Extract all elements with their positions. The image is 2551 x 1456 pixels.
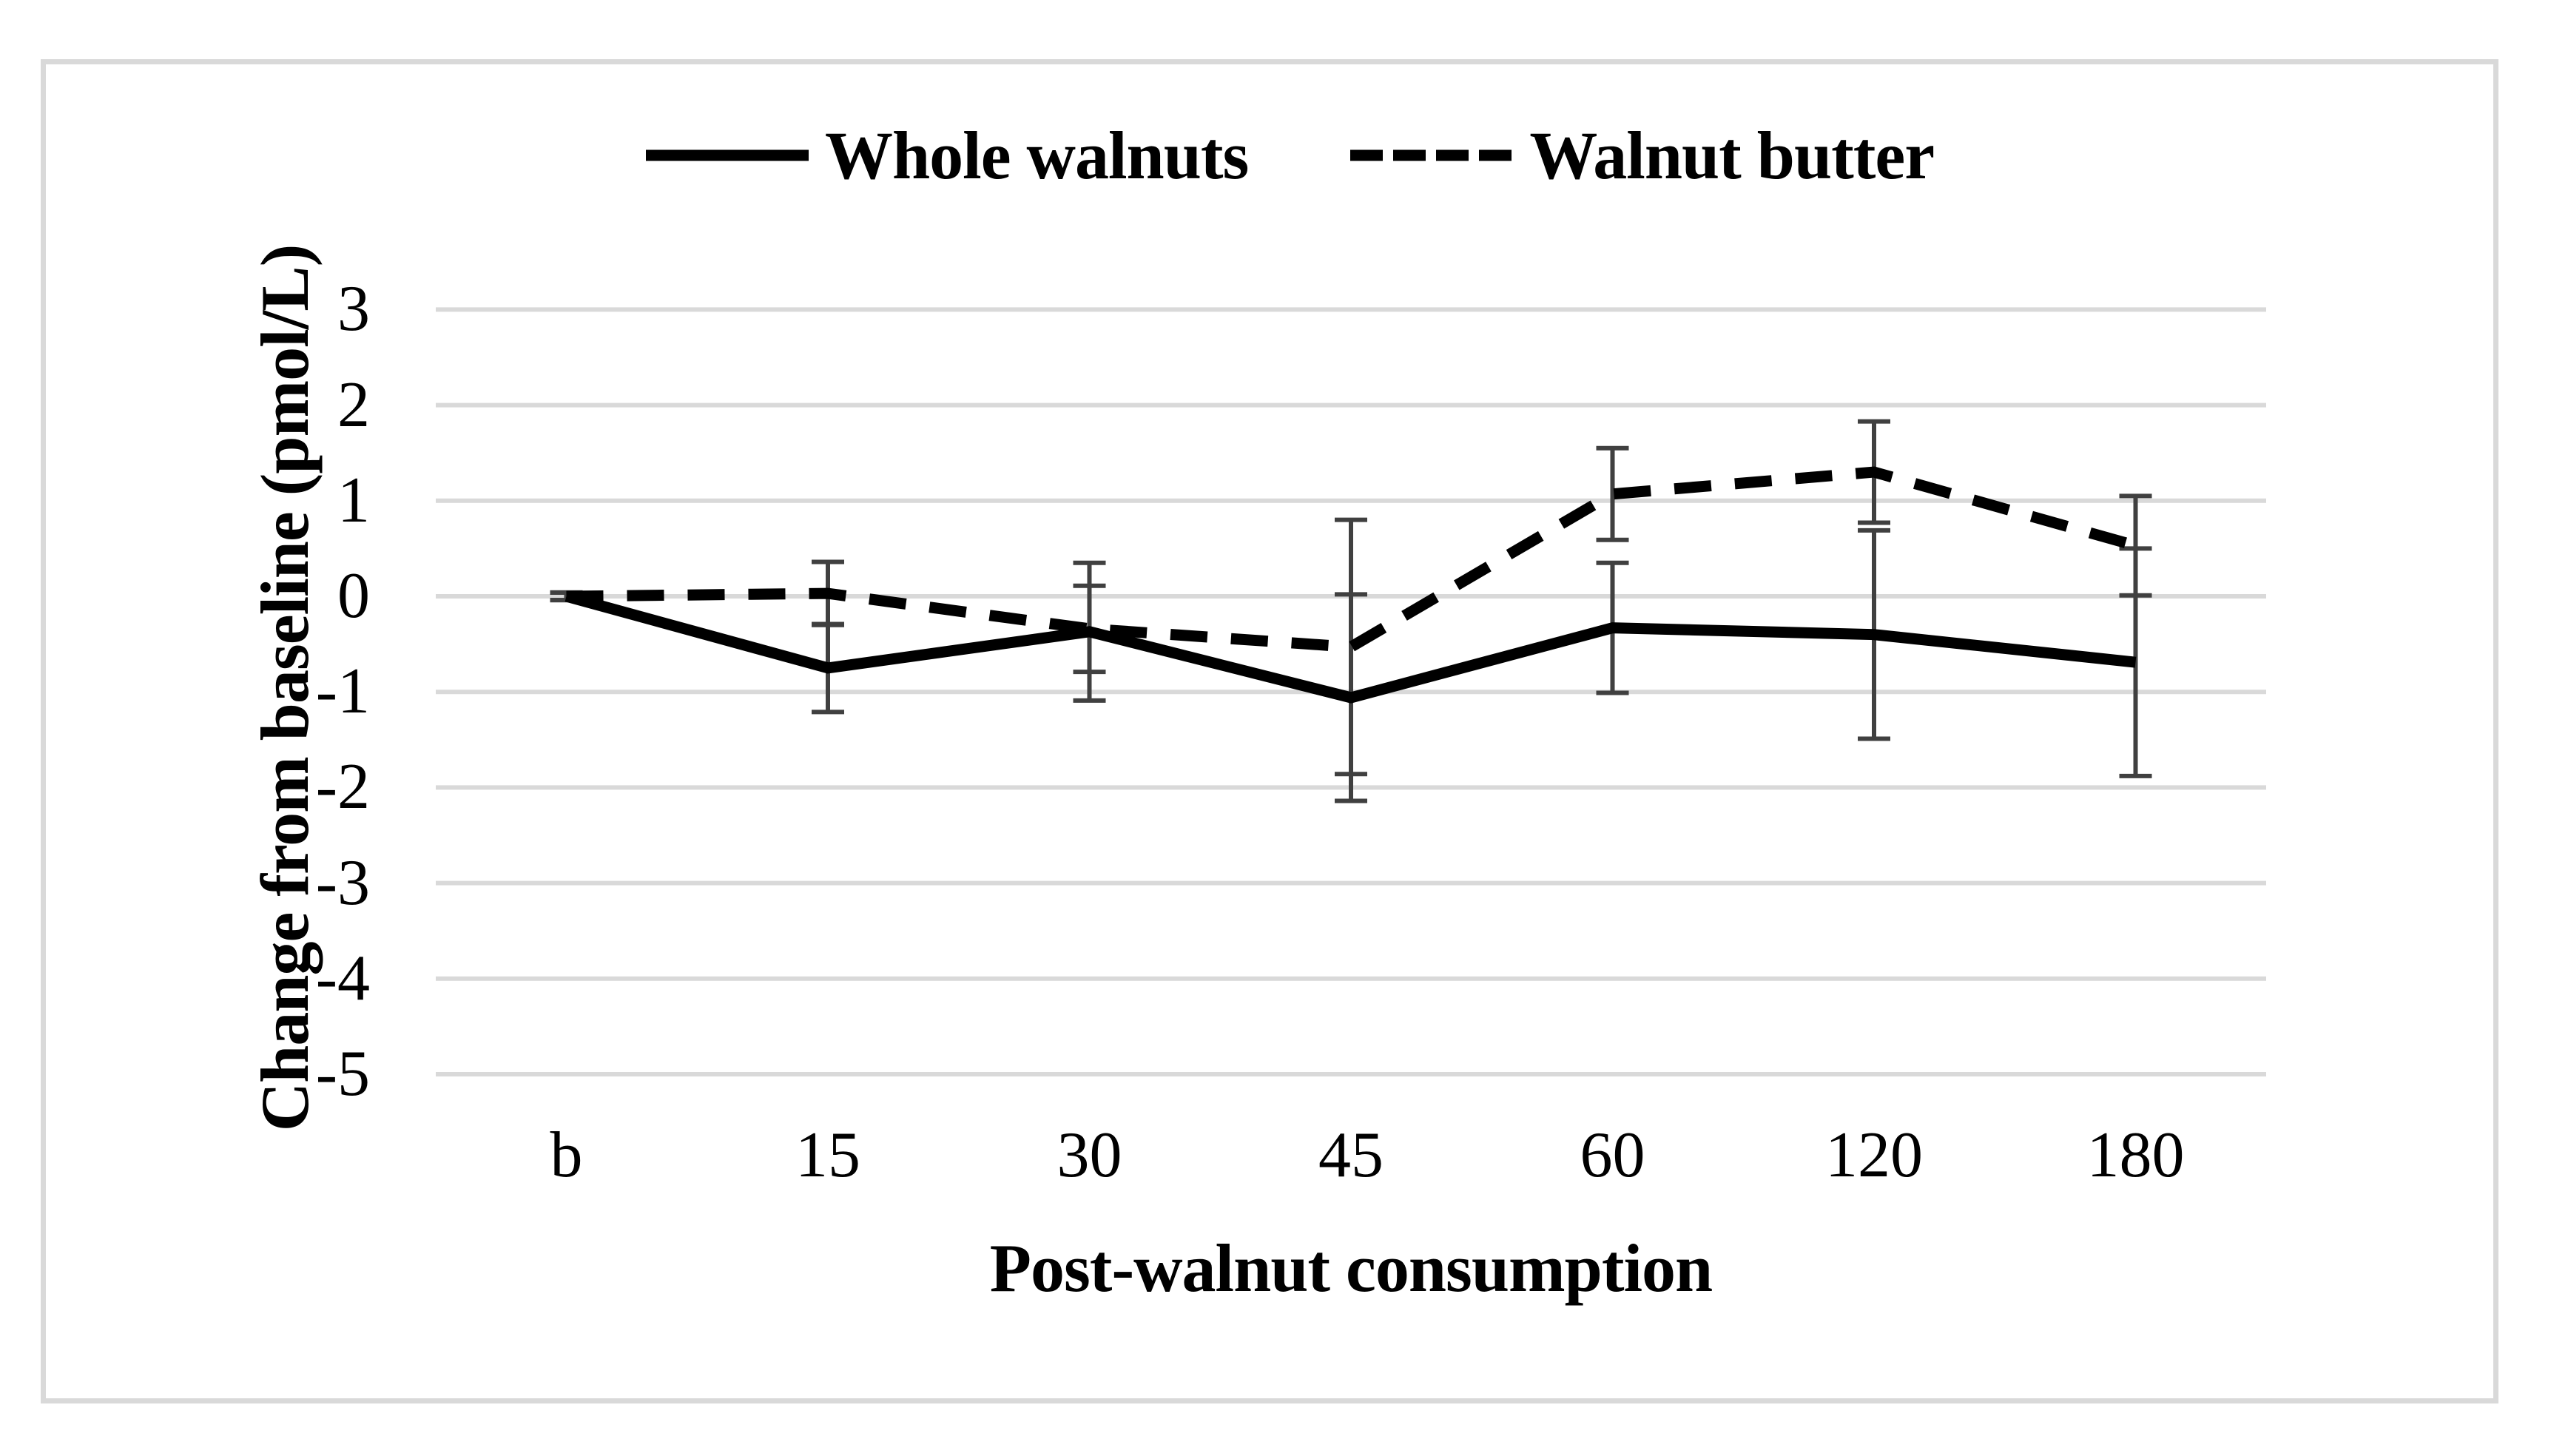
x-tick-label-60: 60 — [1580, 1119, 1645, 1191]
series-line-walnut-butter — [566, 466, 2137, 653]
x-tick-label-180: 180 — [2086, 1119, 2185, 1191]
y-tick-label-1: 1 — [337, 464, 370, 536]
y-tick-label--2: -2 — [315, 751, 370, 823]
y-tick-label--4: -4 — [315, 942, 370, 1014]
y-tick-label--5: -5 — [315, 1038, 370, 1110]
x-tick-label-45: 45 — [1318, 1119, 1384, 1191]
y-tick-label-2: 2 — [337, 368, 370, 441]
legend-item-walnut-butter: Walnut butter — [1350, 116, 1935, 195]
x-tick-label-30: 30 — [1057, 1119, 1122, 1191]
y-tick-label-3: 3 — [337, 273, 370, 346]
legend-label-walnut-butter: Walnut butter — [1529, 118, 1935, 193]
figure-border — [41, 59, 2498, 1403]
legend-item-whole-walnuts: Whole walnuts — [646, 116, 1249, 195]
y-tick-label--3: -3 — [315, 846, 370, 919]
y-axis-title: Change from baseline (pmol/L) — [247, 244, 323, 1132]
y-tick-label--1: -1 — [315, 655, 370, 728]
x-axis-title: Post-walnut consumption — [989, 1230, 1713, 1306]
x-tick-label-b: b — [550, 1119, 583, 1191]
chart-legend: Whole walnuts Walnut butter — [646, 109, 1935, 201]
dashed-line-sample-icon — [1350, 149, 1514, 161]
x-tick-label-15: 15 — [795, 1119, 860, 1191]
solid-line-sample-icon — [646, 149, 809, 161]
x-tick-label-120: 120 — [1825, 1119, 1923, 1191]
legend-label-whole-walnuts: Whole walnuts — [825, 118, 1249, 193]
y-tick-label-0: 0 — [337, 560, 370, 632]
series-line-whole-walnuts — [565, 590, 2137, 704]
